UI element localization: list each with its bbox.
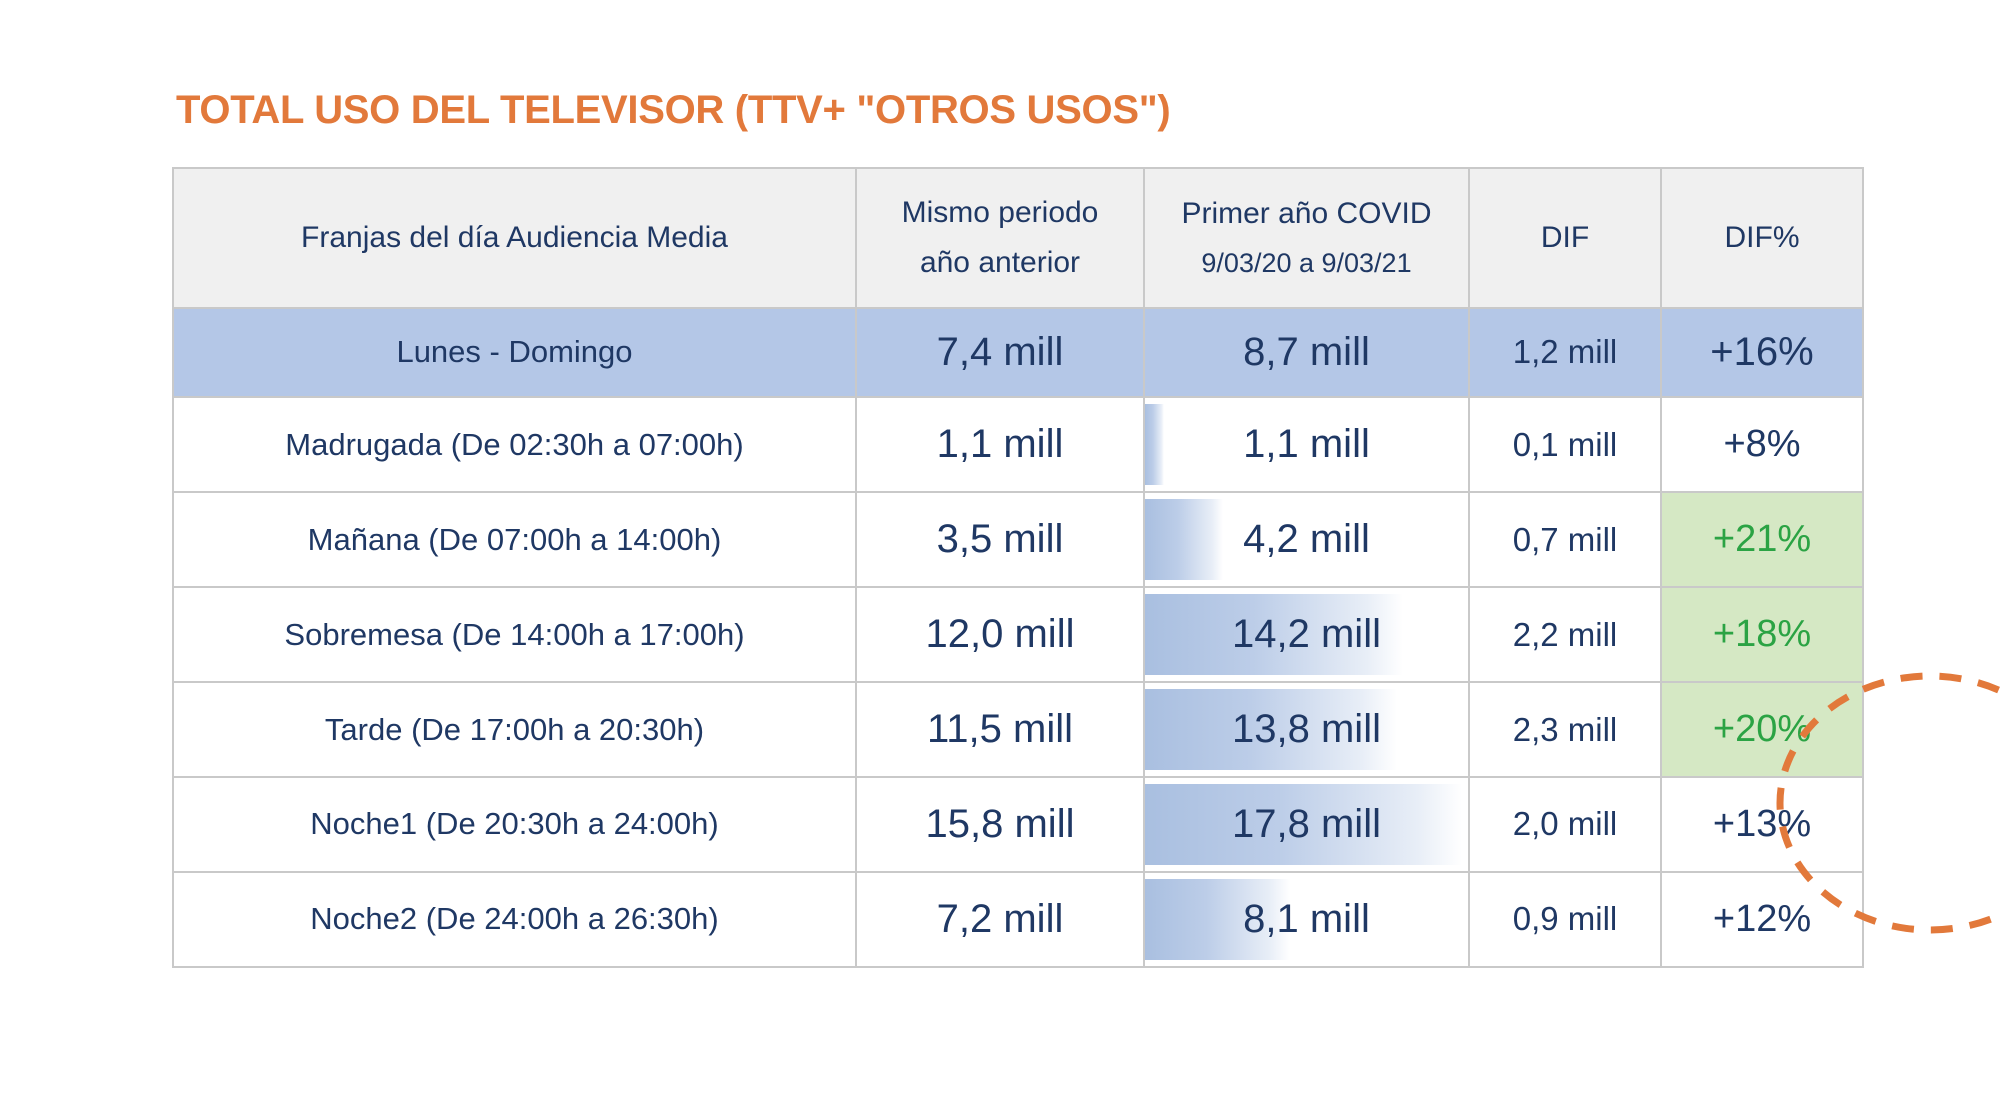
- row-label: Noche1 (De 20:30h a 24:00h): [172, 776, 857, 873]
- row-label: Noche2 (De 24:00h a 26:30h): [172, 870, 857, 969]
- row-prev-period-value: 11,5 mill: [855, 681, 1145, 779]
- row-dif-pct-value: +13%: [1660, 776, 1864, 873]
- total-row-prev: 7,4 mill: [855, 306, 1145, 399]
- row-covid-value: 14,2 mill: [1232, 612, 1381, 657]
- row-covid-value: 13,8 mill: [1232, 707, 1381, 752]
- covid-bar-wrapper: 13,8 mill: [1145, 683, 1468, 776]
- column-header-franjas: Franjas del día Audiencia Media: [172, 167, 857, 309]
- row-dif-value: 2,3 mill: [1468, 681, 1662, 779]
- table-row: Sobremesa (De 14:00h a 17:00h) 12,0 mill 1…: [172, 586, 1864, 684]
- column-header-dif: DIF: [1468, 167, 1662, 309]
- row-dif-pct-value: +20%: [1660, 681, 1864, 779]
- covid-bar-wrapper: 4,2 mill: [1145, 493, 1468, 586]
- page-title: TOTAL USO DEL TELEVISOR (TTV+ "OTROS USO…: [176, 88, 1171, 132]
- column-header-primer-ano-covid: Primer año COVID 9/03/20 a 9/03/21: [1143, 167, 1470, 309]
- row-covid-value-cell: 14,2 mill: [1143, 586, 1470, 684]
- table-header-row: Franjas del día Audiencia Media Mismo pe…: [172, 167, 1864, 309]
- row-prev-period-value: 1,1 mill: [855, 396, 1145, 494]
- column-header-dif-pct: DIF%: [1660, 167, 1864, 309]
- row-dif-pct-value: +12%: [1660, 870, 1864, 969]
- total-row-label: Lunes - Domingo: [172, 306, 857, 399]
- row-dif-pct-value: +8%: [1660, 396, 1864, 494]
- table-row: Madrugada (De 02:30h a 07:00h) 1,1 mill 1,…: [172, 396, 1864, 494]
- row-covid-value: 1,1 mill: [1243, 422, 1370, 467]
- row-label: Sobremesa (De 14:00h a 17:00h): [172, 586, 857, 684]
- row-dif-value: 0,7 mill: [1468, 491, 1662, 589]
- row-prev-period-value: 3,5 mill: [855, 491, 1145, 589]
- row-covid-value-cell: 13,8 mill: [1143, 681, 1470, 779]
- row-dif-value: 0,1 mill: [1468, 396, 1662, 494]
- covid-data-bar: [1145, 404, 1165, 486]
- row-dif-pct-value: +21%: [1660, 491, 1864, 589]
- covid-data-bar: [1145, 499, 1223, 581]
- covid-bar-wrapper: 8,1 mill: [1145, 873, 1468, 966]
- column-header-dif-pct-label: DIF%: [1724, 221, 1800, 255]
- table-row: Tarde (De 17:00h a 20:30h) 11,5 mill 13,8 …: [172, 681, 1864, 779]
- row-covid-value-cell: 1,1 mill: [1143, 396, 1470, 494]
- row-label: Madrugada (De 02:30h a 07:00h): [172, 396, 857, 494]
- row-covid-value: 4,2 mill: [1243, 517, 1370, 562]
- row-prev-period-value: 7,2 mill: [855, 870, 1145, 969]
- row-covid-value: 17,8 mill: [1232, 801, 1381, 846]
- column-header-mismo-periodo-line1: Mismo periodo: [901, 196, 1099, 230]
- column-header-mismo-periodo-line2: año anterior: [919, 245, 1081, 279]
- row-covid-value-cell: 4,2 mill: [1143, 491, 1470, 589]
- row-dif-pct-value: +18%: [1660, 586, 1864, 684]
- table-row: Noche2 (De 24:00h a 26:30h) 7,2 mill 8,1 m…: [172, 870, 1864, 969]
- total-row-covid: 8,7 mill: [1143, 306, 1470, 399]
- row-covid-value-cell: 17,8 mill: [1143, 776, 1470, 873]
- row-dif-value: 2,0 mill: [1468, 776, 1662, 873]
- row-prev-period-value: 15,8 mill: [855, 776, 1145, 873]
- table-row: Mañana (De 07:00h a 14:00h) 3,5 mill 4,2 m…: [172, 491, 1864, 589]
- audience-table-container: Franjas del día Audiencia Media Mismo pe…: [172, 167, 2000, 969]
- column-header-covid-dates: 9/03/20 a 9/03/21: [1201, 247, 1412, 278]
- table-total-row: Lunes - Domingo 7,4 mill 8,7 mill 1,2 mi…: [172, 306, 1864, 399]
- row-label: Tarde (De 17:00h a 20:30h): [172, 681, 857, 779]
- covid-data-bar: [1145, 878, 1291, 960]
- covid-data-bar: [1145, 784, 1462, 865]
- table-row: Noche1 (De 20:30h a 24:00h) 15,8 mill 17,8…: [172, 776, 1864, 873]
- row-label: Mañana (De 07:00h a 14:00h): [172, 491, 857, 589]
- row-dif-value: 2,2 mill: [1468, 586, 1662, 684]
- total-row-dif-pct: +16%: [1660, 306, 1864, 399]
- covid-data-bar: [1145, 689, 1397, 771]
- column-header-covid-line1: Primer año COVID: [1181, 197, 1432, 231]
- covid-bar-wrapper: 14,2 mill: [1145, 588, 1468, 681]
- row-dif-value: 0,9 mill: [1468, 870, 1662, 969]
- column-header-mismo-periodo: Mismo periodo año anterior: [855, 167, 1145, 309]
- column-header-franjas-label: Franjas del día Audiencia Media: [301, 221, 728, 255]
- row-covid-value: 8,1 mill: [1243, 896, 1370, 941]
- row-covid-value-cell: 8,1 mill: [1143, 870, 1470, 969]
- audience-table: Franjas del día Audiencia Media Mismo pe…: [172, 167, 1864, 969]
- covid-data-bar: [1145, 594, 1404, 676]
- row-prev-period-value: 12,0 mill: [855, 586, 1145, 684]
- total-row-dif: 1,2 mill: [1468, 306, 1662, 399]
- column-header-dif-label: DIF: [1540, 221, 1590, 255]
- covid-bar-wrapper: 1,1 mill: [1145, 398, 1468, 491]
- covid-bar-wrapper: 17,8 mill: [1145, 778, 1468, 871]
